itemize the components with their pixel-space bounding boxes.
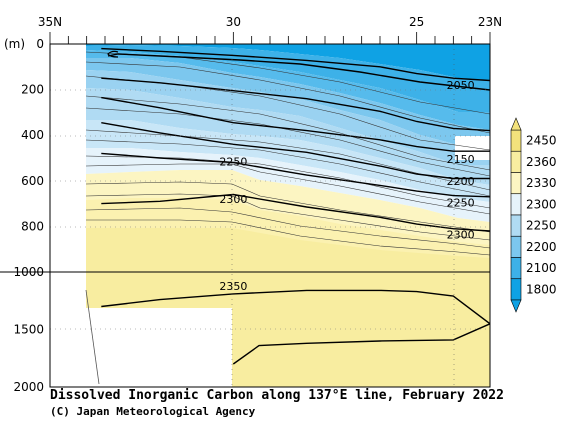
contour-2200 (101, 122, 490, 180)
y-tick-label: 600 (21, 174, 44, 188)
contour-2250 (101, 152, 490, 198)
colorbar-tick-label: 2330 (526, 176, 557, 190)
colorbar-tick-label: 1800 (526, 282, 557, 296)
x-tick-labels: 35N 30 25 23N (38, 15, 502, 29)
colorbar-swatch (510, 193, 522, 216)
y-unit-label: (m) (4, 37, 25, 51)
chart-title: Dissolved Inorganic Carbon along 137°E l… (50, 388, 504, 403)
contour-2300 (101, 193, 490, 232)
colorbar-tick-label: 2450 (526, 134, 557, 148)
contour-hook (107, 50, 119, 58)
contour-2350 (101, 289, 490, 365)
y-tick-label: 400 (21, 128, 44, 142)
x-tick-label: 30 (226, 15, 241, 29)
bold-contours (101, 47, 490, 365)
x-tick-label: 25 (409, 15, 424, 29)
colorbar-tick-label: 2200 (526, 240, 557, 254)
contour-label: 2150 (447, 153, 475, 166)
colorbar-swatch (510, 257, 522, 280)
contour-label: 2250 (447, 196, 475, 209)
contour-2100 (101, 77, 490, 132)
band-2330 (86, 148, 490, 222)
y-tick-label: 1000 (13, 265, 44, 279)
band-2050 (86, 45, 490, 112)
thin-contours (85, 51, 490, 256)
contour-labels: 2050 2150 2200 2250 2300 2250 2300 2350 (219, 79, 475, 293)
y-tick-label: 800 (21, 219, 44, 233)
band-2250 (86, 88, 490, 185)
contour-label: 2050 (447, 79, 475, 92)
no-data-left (50, 44, 86, 387)
contour-closed-top (107, 53, 490, 91)
band-1800 (86, 44, 490, 80)
colorbar-tick-label: 2360 (526, 155, 557, 169)
colorbar-bottom-arrow (510, 299, 522, 313)
no-data-notch (455, 136, 490, 160)
colorbar-swatch (510, 150, 522, 173)
no-data-lower-left (86, 308, 232, 387)
y-tick-label: 1500 (13, 323, 44, 337)
colorbar-tick-label: 2250 (526, 219, 557, 233)
colorbar-tick-label: 2100 (526, 261, 557, 275)
colorbar-swatch (510, 278, 522, 301)
contour-label: 2350 (219, 280, 247, 293)
contour-2050 (101, 47, 490, 82)
band-2450-top (86, 228, 490, 272)
band-2300 (86, 120, 490, 202)
contour-2150 (101, 96, 490, 152)
contour-label: 2300 (447, 228, 475, 241)
y-tick-label: 200 (21, 83, 44, 97)
colorbar-swatch (510, 172, 522, 195)
colorbar: 2450 2360 2330 2300 2250 2200 2100 1800 (510, 117, 557, 313)
y-tick-label: 0 (36, 37, 44, 51)
band-2150 (86, 58, 490, 145)
y-tick-labels: 0 200 400 600 800 1000 1500 2000 (13, 37, 44, 394)
x-tick-label: 23N (478, 15, 502, 29)
colorbar-tick-label: 2300 (526, 197, 557, 211)
colorbar-top-arrow (510, 117, 522, 131)
x-tick-label: 35N (38, 15, 62, 29)
colorbar-swatch (510, 129, 522, 152)
top-axis-ticks (49, 32, 491, 44)
colorbar-swatch (510, 235, 522, 258)
station-lines (231, 44, 455, 387)
y-tick-label: 2000 (13, 380, 44, 394)
contour-label: 2250 (219, 155, 247, 168)
contour-label: 2300 (219, 193, 247, 206)
colorbar-swatch (510, 214, 522, 237)
chart-credit: (C) Japan Meteorological Agency (50, 405, 256, 418)
grid-lines (50, 89, 490, 330)
leader-line (85, 289, 100, 385)
contour-label: 2200 (447, 175, 475, 188)
